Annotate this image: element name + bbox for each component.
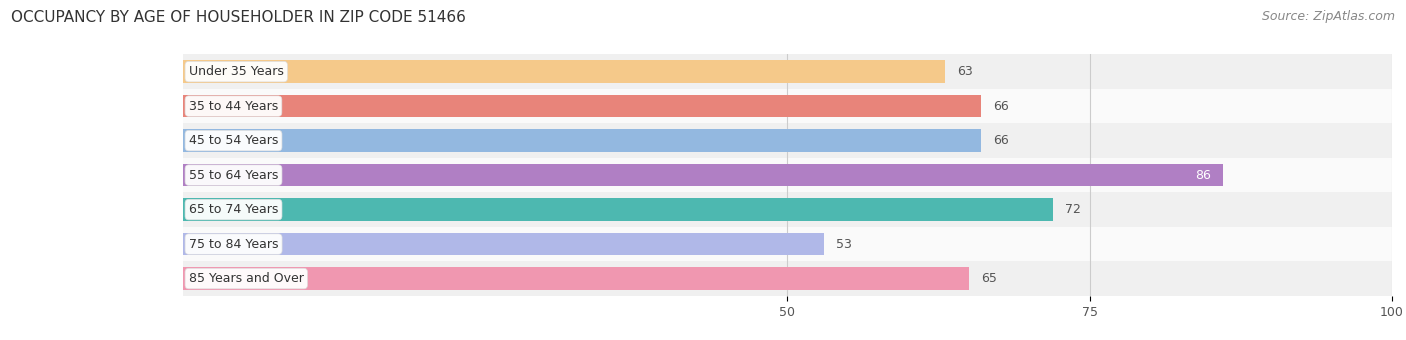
Text: 53: 53 bbox=[835, 238, 852, 251]
Bar bbox=[183, 164, 1223, 186]
Text: 65: 65 bbox=[981, 272, 997, 285]
Text: Source: ZipAtlas.com: Source: ZipAtlas.com bbox=[1261, 10, 1395, 23]
Text: 66: 66 bbox=[993, 100, 1008, 113]
Bar bbox=[183, 89, 1392, 123]
Text: 75 to 84 Years: 75 to 84 Years bbox=[188, 238, 278, 251]
Text: OCCUPANCY BY AGE OF HOUSEHOLDER IN ZIP CODE 51466: OCCUPANCY BY AGE OF HOUSEHOLDER IN ZIP C… bbox=[11, 10, 467, 25]
Text: 85 Years and Over: 85 Years and Over bbox=[188, 272, 304, 285]
Bar bbox=[183, 261, 1392, 296]
Text: 72: 72 bbox=[1066, 203, 1081, 216]
Bar bbox=[183, 130, 981, 152]
Bar bbox=[183, 227, 1392, 261]
Text: 66: 66 bbox=[993, 134, 1008, 147]
Bar bbox=[183, 95, 981, 117]
Bar bbox=[183, 61, 945, 83]
Text: 65 to 74 Years: 65 to 74 Years bbox=[188, 203, 278, 216]
Text: 55 to 64 Years: 55 to 64 Years bbox=[188, 169, 278, 182]
Text: 86: 86 bbox=[1195, 169, 1211, 182]
Text: 45 to 54 Years: 45 to 54 Years bbox=[188, 134, 278, 147]
Bar bbox=[183, 267, 969, 290]
Text: 35 to 44 Years: 35 to 44 Years bbox=[188, 100, 278, 113]
Text: Under 35 Years: Under 35 Years bbox=[188, 65, 284, 78]
Bar bbox=[183, 233, 824, 255]
Bar bbox=[183, 198, 1053, 221]
Bar bbox=[183, 123, 1392, 158]
Bar bbox=[183, 54, 1392, 89]
Bar bbox=[183, 192, 1392, 227]
Bar bbox=[183, 158, 1392, 192]
Text: 63: 63 bbox=[956, 65, 973, 78]
